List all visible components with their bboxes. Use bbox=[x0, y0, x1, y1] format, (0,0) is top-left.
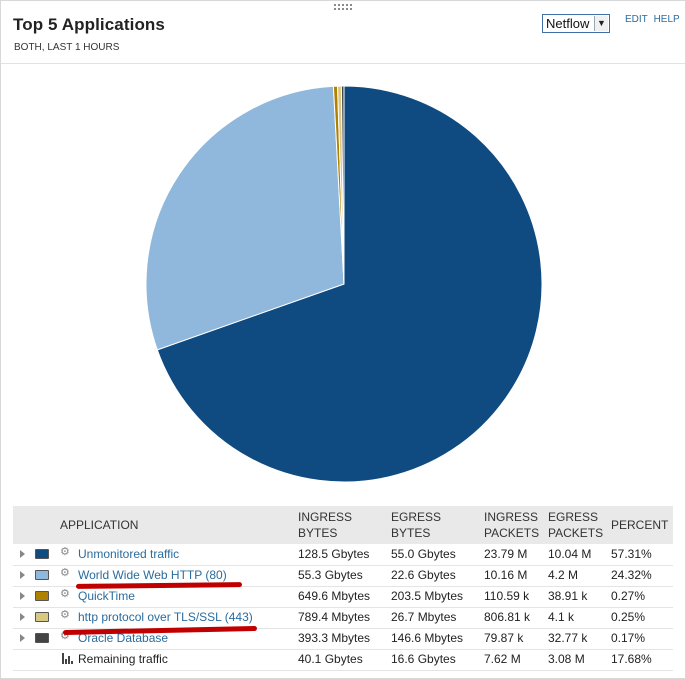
color-swatch bbox=[35, 612, 49, 622]
applications-pie-chart bbox=[145, 85, 543, 483]
expand-arrow-icon[interactable] bbox=[20, 550, 25, 558]
expand-arrow-icon[interactable] bbox=[20, 592, 25, 600]
expand-arrow-icon[interactable] bbox=[20, 613, 25, 621]
ingress-bytes-value: 55.3 Gbytes bbox=[298, 568, 363, 582]
ingress-bytes-value: 393.3 Mbytes bbox=[298, 631, 371, 645]
gear-icon[interactable]: ⚙ bbox=[60, 546, 70, 558]
flow-source-value: Netflow bbox=[546, 16, 590, 31]
help-link[interactable]: HELP bbox=[653, 14, 680, 25]
color-swatch bbox=[35, 549, 49, 559]
col-ingress-packets[interactable]: INGRESS PACKETS bbox=[484, 509, 539, 541]
ingress-packets-value: 79.87 k bbox=[484, 631, 524, 645]
expand-arrow-icon[interactable] bbox=[20, 634, 25, 642]
application-link[interactable]: World Wide Web HTTP (80) bbox=[78, 568, 227, 582]
percent-value: 0.27% bbox=[611, 589, 646, 603]
pie-slice-1[interactable] bbox=[145, 85, 345, 351]
remaining-traffic-label: Remaining traffic bbox=[78, 652, 168, 666]
egress-packets-value: 10.04 M bbox=[548, 547, 592, 561]
egress-bytes-value: 55.0 Gbytes bbox=[391, 547, 456, 561]
col-egress-packets-line2: PACKETS bbox=[548, 526, 604, 540]
application-link[interactable]: QuickTime bbox=[78, 589, 135, 603]
widget-title: Top 5 Applications bbox=[13, 15, 165, 34]
col-egress-bytes[interactable]: EGRESS BYTES bbox=[391, 509, 441, 541]
ingress-packets-value: 806.81 k bbox=[484, 610, 531, 624]
col-percent[interactable]: PERCENT bbox=[611, 518, 669, 532]
egress-packets-value: 4.1 k bbox=[548, 610, 575, 624]
application-link[interactable]: Oracle Database bbox=[78, 631, 169, 645]
table-header: APPLICATION INGRESS BYTES EGRESS BYTES I… bbox=[13, 506, 673, 544]
gear-icon[interactable]: ⚙ bbox=[60, 609, 70, 621]
gear-icon[interactable]: ⚙ bbox=[60, 630, 70, 642]
egress-packets-value: 38.91 k bbox=[548, 589, 588, 603]
col-egress-packets-line1: EGRESS bbox=[548, 510, 599, 524]
egress-bytes-value: 203.5 Mbytes bbox=[391, 589, 464, 603]
gear-icon[interactable]: ⚙ bbox=[60, 567, 70, 579]
widget-subtitle: BOTH, LAST 1 HOURS bbox=[14, 42, 120, 53]
egress-bytes-value: 146.6 Mbytes bbox=[391, 631, 464, 645]
widget-links: EDIT HELP bbox=[625, 14, 683, 25]
ingress-packets-value: 110.59 k bbox=[484, 589, 530, 603]
percent-value: 0.17% bbox=[611, 631, 646, 645]
col-egress-bytes-line2: BYTES bbox=[391, 526, 431, 540]
egress-bytes-value: 16.6 Gbytes bbox=[391, 652, 456, 666]
color-swatch bbox=[35, 570, 49, 580]
application-link[interactable]: http protocol over TLS/SSL (443) bbox=[78, 610, 253, 624]
ingress-packets-value: 10.16 M bbox=[484, 568, 528, 582]
flow-source-select[interactable]: Netflow ▼ bbox=[542, 14, 610, 33]
ingress-packets-value: 23.79 M bbox=[484, 547, 528, 561]
ingress-bytes-value: 789.4 Mbytes bbox=[298, 610, 371, 624]
table-row: ⚙ World Wide Web HTTP (80) 55.3 Gbytes 2… bbox=[13, 565, 673, 587]
drag-handle-icon[interactable] bbox=[334, 4, 354, 12]
table-row: ⚙ QuickTime 649.6 Mbytes 203.5 Mbytes 11… bbox=[13, 586, 673, 608]
col-ingress-packets-line1: INGRESS bbox=[484, 510, 539, 524]
table-row: ⚙ Unmonitored traffic 128.5 Gbytes 55.0 … bbox=[13, 544, 673, 566]
bar-chart-icon bbox=[62, 653, 73, 664]
egress-packets-value: 4.2 M bbox=[548, 568, 579, 582]
col-egress-bytes-line1: EGRESS bbox=[391, 510, 442, 524]
ingress-bytes-value: 649.6 Mbytes bbox=[298, 589, 371, 603]
edit-link[interactable]: EDIT bbox=[625, 14, 648, 25]
col-application[interactable]: APPLICATION bbox=[60, 518, 139, 532]
egress-packets-value: 3.08 M bbox=[548, 652, 585, 666]
color-swatch bbox=[35, 591, 49, 601]
pie-slice-0[interactable] bbox=[156, 85, 543, 483]
header-divider bbox=[1, 63, 685, 64]
table-row-remaining: Remaining traffic 40.1 Gbytes 16.6 Gbyte… bbox=[13, 649, 673, 671]
chevron-down-icon[interactable]: ▼ bbox=[594, 16, 608, 31]
ingress-bytes-value: 128.5 Gbytes bbox=[298, 547, 370, 561]
egress-packets-value: 32.77 k bbox=[548, 631, 588, 645]
col-ingress-bytes-line2: BYTES bbox=[298, 526, 338, 540]
percent-value: 57.31% bbox=[611, 547, 652, 561]
pie-slice-4[interactable] bbox=[340, 85, 345, 285]
col-egress-packets[interactable]: EGRESS PACKETS bbox=[548, 509, 603, 541]
application-link[interactable]: Unmonitored traffic bbox=[78, 547, 180, 561]
percent-value: 24.32% bbox=[611, 568, 652, 582]
col-ingress-bytes-line1: INGRESS bbox=[298, 510, 353, 524]
table-row: ⚙ Oracle Database 393.3 Mbytes 146.6 Mby… bbox=[13, 628, 673, 650]
table-row: ⚙ http protocol over TLS/SSL (443) 789.4… bbox=[13, 607, 673, 629]
gear-icon[interactable]: ⚙ bbox=[60, 588, 70, 600]
color-swatch bbox=[35, 633, 49, 643]
egress-bytes-value: 22.6 Gbytes bbox=[391, 568, 456, 582]
percent-value: 17.68% bbox=[611, 652, 652, 666]
expand-arrow-icon[interactable] bbox=[20, 571, 25, 579]
percent-value: 0.25% bbox=[611, 610, 646, 624]
col-ingress-bytes[interactable]: INGRESS BYTES bbox=[298, 509, 352, 541]
ingress-bytes-value: 40.1 Gbytes bbox=[298, 652, 363, 666]
col-ingress-packets-line2: PACKETS bbox=[484, 526, 540, 540]
ingress-packets-value: 7.62 M bbox=[484, 652, 521, 666]
egress-bytes-value: 26.7 Mbytes bbox=[391, 610, 457, 624]
